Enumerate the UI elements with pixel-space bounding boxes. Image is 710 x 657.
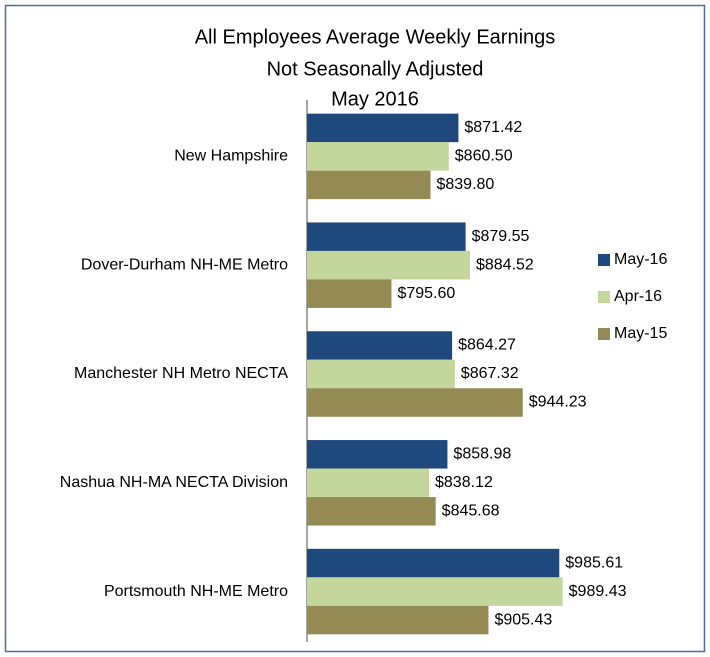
bar (307, 359, 455, 389)
legend-swatch (598, 291, 610, 303)
chart-subtitle: Not Seasonally Adjusted (267, 58, 484, 80)
data-label: $871.42 (464, 119, 522, 136)
y-tick-label: Dover-Durham NH-ME Metro (81, 256, 288, 273)
bar (307, 605, 489, 635)
chart-frame (4, 4, 706, 653)
data-label: $795.60 (397, 285, 455, 302)
data-label: $845.68 (442, 503, 500, 520)
legend-swatch (598, 254, 610, 266)
bar (307, 468, 430, 498)
bar (307, 113, 459, 143)
legend-label: Apr-16 (614, 288, 662, 305)
legend-label: May-15 (614, 325, 667, 342)
bar (307, 440, 448, 469)
y-tick-label: Manchester NH Metro NECTA (74, 365, 288, 382)
y-tick-label: New Hampshire (174, 148, 288, 165)
legend-swatch (598, 328, 610, 340)
bar (307, 497, 436, 526)
y-tick-label: Portsmouth NH-ME Metro (104, 583, 288, 600)
data-label: $864.27 (458, 337, 516, 354)
data-label: $839.80 (436, 176, 494, 193)
bar (307, 577, 563, 606)
data-label: $879.55 (472, 228, 530, 245)
data-label: $858.98 (453, 446, 511, 463)
y-tick-label: Nashua NH-MA NECTA Division (60, 474, 288, 491)
data-label: $838.12 (435, 474, 493, 491)
data-label: $989.43 (569, 583, 627, 600)
bar (307, 331, 453, 360)
data-label: $860.50 (455, 148, 513, 165)
data-label: $884.52 (476, 256, 534, 273)
bar (307, 279, 392, 308)
data-label: $944.23 (529, 394, 587, 411)
bar (307, 250, 470, 280)
bar (307, 170, 431, 200)
bar (307, 388, 523, 417)
bar (307, 222, 466, 251)
bar (307, 548, 560, 578)
data-label: $985.61 (565, 554, 623, 571)
chart-title: All Employees Average Weekly Earnings (195, 26, 556, 48)
legend-label: May-16 (614, 251, 667, 268)
data-label: $867.32 (461, 365, 519, 382)
data-label: $905.43 (494, 611, 552, 628)
chart-subtitle: May 2016 (331, 88, 419, 110)
bar (307, 142, 449, 171)
